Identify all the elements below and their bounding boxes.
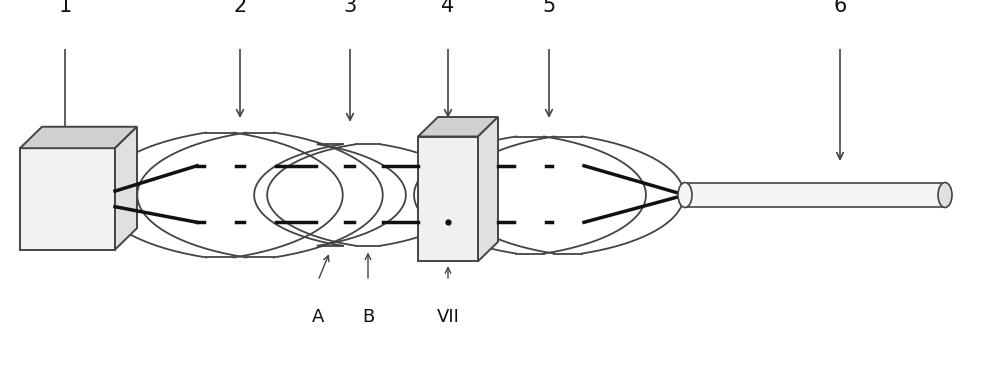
Polygon shape [418, 136, 478, 261]
Text: 4: 4 [441, 0, 455, 16]
Ellipse shape [678, 183, 692, 207]
Text: 5: 5 [542, 0, 556, 16]
Text: VII: VII [437, 308, 459, 326]
Polygon shape [115, 127, 137, 250]
Text: 6: 6 [833, 0, 847, 16]
Ellipse shape [938, 183, 952, 207]
Polygon shape [478, 117, 498, 261]
Polygon shape [418, 117, 498, 136]
Text: 2: 2 [233, 0, 247, 16]
Text: A: A [312, 308, 324, 326]
Polygon shape [20, 127, 137, 148]
Polygon shape [685, 183, 945, 207]
Polygon shape [20, 148, 115, 250]
Text: 1: 1 [58, 0, 72, 16]
Text: 3: 3 [343, 0, 357, 16]
Text: B: B [362, 308, 374, 326]
